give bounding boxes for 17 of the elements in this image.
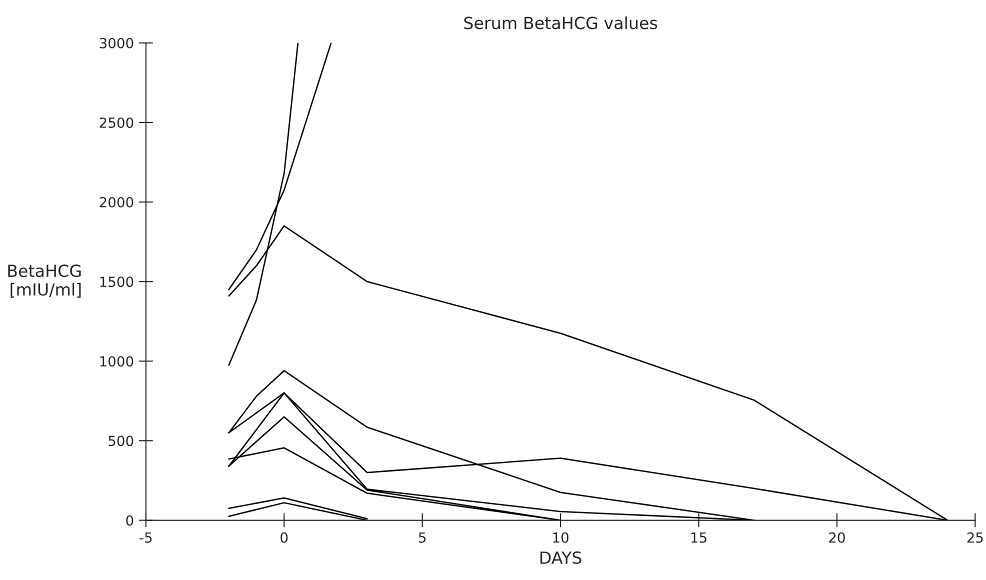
x-tick-label: 10 — [553, 532, 568, 543]
y-tick-label: 2000 — [100, 197, 134, 208]
y-tick-label: 500 — [108, 436, 134, 446]
y-tick-label: 1000 — [100, 356, 134, 367]
y-tick-label: 3000 — [100, 38, 134, 48]
y-tick-label: 0 — [126, 515, 134, 526]
y-axis-title: BetaHCG [mIU/ml] — [8, 264, 81, 298]
y-tick-label: 2500 — [100, 117, 134, 128]
y-tick-label: 1500 — [100, 276, 134, 288]
chart-title: Serum BetaHCG values — [464, 16, 658, 30]
x-tick-label: 25 — [967, 532, 983, 543]
x-axis-title: DAYS — [540, 551, 582, 564]
x-tick-label: 20 — [829, 532, 845, 543]
x-tick-label: 15 — [691, 532, 706, 543]
x-tick-label: 0 — [280, 532, 288, 543]
x-tick-label: -5 — [140, 532, 152, 543]
x-tick-label: 5 — [418, 532, 426, 543]
